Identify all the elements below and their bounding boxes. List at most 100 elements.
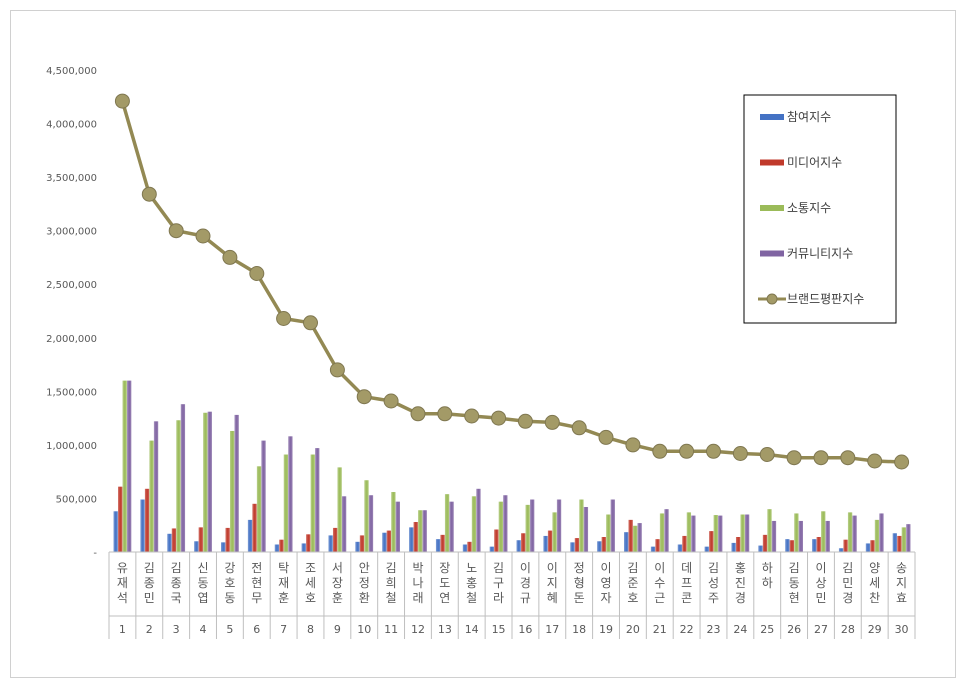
line-point-20 <box>625 437 641 453</box>
bar-1-19 <box>597 541 602 552</box>
bar-3-8 <box>310 454 315 552</box>
bar-3-23 <box>713 515 718 552</box>
bar-4-27 <box>825 520 830 552</box>
bar-3-1 <box>122 380 127 552</box>
y-tick-label: 2,500,000 <box>46 280 97 291</box>
bar-1-30 <box>892 533 897 552</box>
bar-4-9 <box>341 496 347 552</box>
bar-2-13 <box>440 534 445 552</box>
bar-3-16 <box>525 504 530 552</box>
y-tick-label: 4,000,000 <box>46 120 97 131</box>
bar-4-6 <box>261 440 266 552</box>
legend-swatch-4 <box>760 250 784 257</box>
bar-1-29 <box>865 543 871 552</box>
bar-3-4 <box>203 412 208 552</box>
rank-label: 3 <box>173 623 180 636</box>
line-point-10 <box>356 389 372 405</box>
bar-1-5 <box>221 542 226 552</box>
bar-3-18 <box>579 499 584 552</box>
bar-4-22 <box>691 515 696 552</box>
line-point-16 <box>517 413 533 429</box>
bar-2-10 <box>359 535 365 552</box>
bar-2-11 <box>386 530 391 552</box>
bar-4-20 <box>637 523 642 552</box>
bar-3-22 <box>686 512 692 552</box>
bar-4-1 <box>127 380 132 552</box>
bar-2-7 <box>279 539 284 552</box>
y-tick-label: - <box>93 548 97 559</box>
rank-label: 28 <box>841 623 855 636</box>
line-point-25 <box>759 447 775 462</box>
bar-2-29 <box>870 540 875 552</box>
y-tick-label: 500,000 <box>56 494 97 505</box>
bar-3-13 <box>444 494 450 552</box>
bar-2-12 <box>413 522 418 552</box>
line-point-30 <box>894 454 910 470</box>
bar-3-19 <box>606 514 611 552</box>
line-point-23 <box>706 443 721 459</box>
y-tick-label: 1,000,000 <box>46 441 97 452</box>
bar-1-20 <box>624 532 629 552</box>
bar-2-28 <box>843 539 848 552</box>
x-axis: 유 재 석 1 김 종 민 2 김 종 국 3 신 동 엽 4 강 호 동 5 전 현 무 6 탁 재 훈 7 조 세 호 8 서 장 훈 9 안 정 환 1… <box>108 551 916 639</box>
bar-4-19 <box>610 499 615 552</box>
bar-2-9 <box>332 527 338 552</box>
bar-3-15 <box>498 501 503 552</box>
bar-1-13 <box>435 539 441 552</box>
legend-swatch-3 <box>760 205 784 211</box>
bar-3-27 <box>821 511 826 552</box>
line-point-12 <box>410 406 426 422</box>
bar-2-16 <box>521 533 526 552</box>
rank-label: 23 <box>707 623 721 636</box>
rank-label: 26 <box>787 623 801 636</box>
bar-4-12 <box>422 510 427 552</box>
line-point-17 <box>544 414 560 430</box>
line-point-3 <box>168 223 184 239</box>
line-point-29 <box>867 453 883 469</box>
rank-label: 11 <box>384 623 398 636</box>
bar-3-26 <box>794 513 799 552</box>
line-point-26 <box>786 450 802 466</box>
line-point-27 <box>813 450 829 466</box>
bar-4-14 <box>476 488 481 552</box>
bar-1-22 <box>677 544 683 552</box>
bar-3-17 <box>552 512 557 552</box>
bar-4-29 <box>879 513 884 552</box>
bar-2-18 <box>574 538 580 552</box>
rank-label: 18 <box>572 623 586 636</box>
chart-frame: - 500,000 1,000,000 1,500,000 2,000,000 2,500… <box>10 10 956 678</box>
rank-label: 2 <box>146 623 153 636</box>
bar-4-21 <box>664 509 669 552</box>
rank-label: 1 <box>119 623 126 636</box>
line-point-18 <box>571 420 587 436</box>
bar-1-27 <box>812 539 817 552</box>
bar-3-25 <box>767 509 772 552</box>
bar-1-11 <box>382 532 387 552</box>
bar-4-15 <box>503 495 508 552</box>
rank-label: 29 <box>868 623 882 636</box>
bar-2-20 <box>628 519 633 552</box>
rank-label: 8 <box>307 623 314 636</box>
line-point-2 <box>141 186 157 202</box>
bar-1-12 <box>409 527 414 552</box>
bar-2-8 <box>306 534 311 552</box>
line-point-24 <box>732 446 748 461</box>
